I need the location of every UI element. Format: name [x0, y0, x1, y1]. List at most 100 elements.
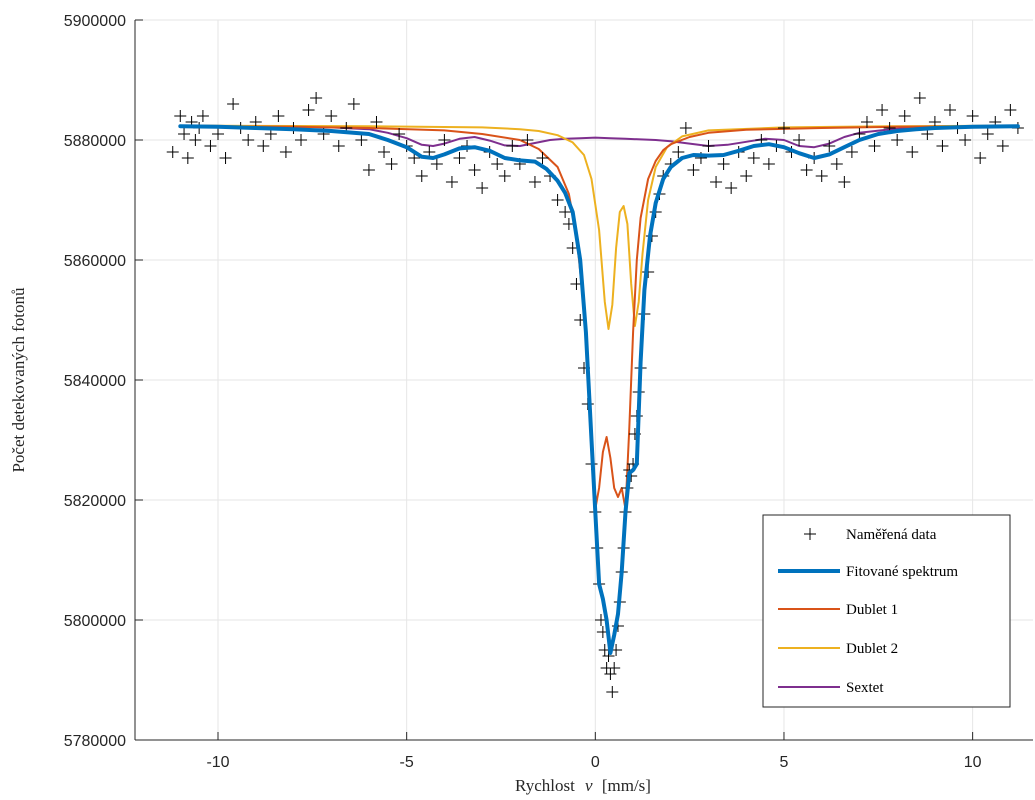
- x-tick-label: 5: [780, 754, 789, 771]
- data-point-marker: [830, 158, 843, 170]
- data-point-marker: [385, 158, 398, 170]
- data-point-marker: [528, 176, 541, 188]
- data-point-marker: [687, 164, 700, 176]
- grid: [135, 19, 1033, 741]
- x-tick-label: -10: [206, 754, 229, 771]
- data-point-marker: [551, 194, 564, 206]
- data-point-marker: [717, 158, 730, 170]
- data-point-marker: [868, 140, 881, 152]
- data-point-marker: [777, 122, 790, 134]
- data-point-marker: [740, 170, 753, 182]
- data-point-marker: [815, 170, 828, 182]
- data-point-marker: [860, 116, 873, 128]
- legend-label-sextet: Sextet: [846, 680, 884, 696]
- data-point-marker: [876, 104, 889, 116]
- data-point-marker: [672, 146, 685, 158]
- data-point-marker: [891, 134, 904, 146]
- y-axis-title: Počet detekovaných fotonů: [9, 287, 28, 473]
- data-point-marker: [166, 146, 179, 158]
- x-tick-label: -5: [400, 754, 414, 771]
- data-point-marker: [310, 92, 323, 104]
- data-point-marker: [838, 176, 851, 188]
- legend-box: [762, 514, 1011, 708]
- data-point-marker: [242, 134, 255, 146]
- x-axis-title-word: Rychlost: [515, 776, 575, 795]
- data-point-marker: [559, 206, 572, 218]
- data-point-marker: [445, 176, 458, 188]
- x-axis-title: Rychlost v [mm/s]: [515, 776, 651, 795]
- data-point-marker: [257, 140, 270, 152]
- data-point-marker: [219, 152, 232, 164]
- legend-entry-fit: Fitované spektrum: [778, 564, 958, 580]
- dublet1-line: [179, 125, 1019, 510]
- legend-entry-dublet1: Dublet 1: [778, 602, 898, 618]
- data-point-marker: [845, 146, 858, 158]
- data-point-marker: [521, 134, 534, 146]
- y-tick-label: 5900000: [64, 13, 126, 30]
- ticks: -10 -5 0 5 10 5780000 5800000 5820000 5840000 586…: [64, 13, 982, 771]
- data-point-marker: [800, 164, 813, 176]
- legend-label-data: Naměřená data: [846, 527, 937, 543]
- series-layer: [166, 92, 1024, 698]
- legend-marker-plus: [804, 528, 816, 540]
- y-tick-label: 5860000: [64, 253, 126, 270]
- y-tick-label: 5880000: [64, 133, 126, 150]
- data-point-marker: [1004, 104, 1017, 116]
- y-tick-label: 5800000: [64, 613, 126, 630]
- data-point-marker: [936, 140, 949, 152]
- sextet-line: [179, 124, 1019, 149]
- data-point-marker: [415, 170, 428, 182]
- data-point-marker: [325, 110, 338, 122]
- x-tick-label: 10: [964, 754, 982, 771]
- data-point-marker: [174, 110, 187, 122]
- legend-entry-dublet2: Dublet 2: [778, 641, 898, 657]
- data-point-marker: [295, 134, 308, 146]
- legend-label-dublet1: Dublet 1: [846, 602, 898, 618]
- data-point-marker: [476, 182, 489, 194]
- data-point-marker: [227, 98, 240, 110]
- data-point-marker: [212, 128, 225, 140]
- data-point-marker: [438, 134, 451, 146]
- data-point-marker: [710, 176, 723, 188]
- data-point-marker: [491, 158, 504, 170]
- y-tick-label: 5820000: [64, 493, 126, 510]
- data-point-marker: [943, 104, 956, 116]
- data-point-marker: [608, 662, 621, 674]
- data-point-marker: [702, 140, 715, 152]
- data-point-marker: [996, 140, 1009, 152]
- data-point-marker: [506, 140, 519, 152]
- data-point-marker: [606, 686, 619, 698]
- data-point-marker: [453, 152, 466, 164]
- y-tick-label: 5780000: [64, 733, 126, 750]
- y-tick-label: 5840000: [64, 373, 126, 390]
- legend-label-dublet2: Dublet 2: [846, 641, 898, 657]
- data-point-marker: [189, 134, 202, 146]
- legend: Naměřená data Fitované spektrum Dublet 1…: [762, 514, 1011, 708]
- data-point-marker: [204, 140, 217, 152]
- data-point-marker: [725, 182, 738, 194]
- data-point-marker: [762, 158, 775, 170]
- data-point-marker: [906, 146, 919, 158]
- data-point-marker: [823, 140, 836, 152]
- data-point-marker: [679, 122, 692, 134]
- data-point-marker: [355, 134, 368, 146]
- data-point-marker: [347, 98, 360, 110]
- x-tick-label: 0: [591, 754, 600, 771]
- data-point-marker: [468, 164, 481, 176]
- data-point-marker: [249, 116, 262, 128]
- data-point-marker: [393, 128, 406, 140]
- data-point-marker: [974, 152, 987, 164]
- data-point-marker: [430, 158, 443, 170]
- data-point-marker: [279, 146, 292, 158]
- data-point-marker: [302, 104, 315, 116]
- data-point-marker: [272, 110, 285, 122]
- data-point-marker: [898, 110, 911, 122]
- data-point-marker: [181, 152, 194, 164]
- legend-entry-sextet: Sextet: [778, 680, 884, 696]
- data-point-marker: [362, 164, 375, 176]
- data-point-marker: [178, 128, 191, 140]
- data-point-marker: [966, 110, 979, 122]
- fit-spectrum-line: [178, 124, 1020, 655]
- data-point-marker: [196, 110, 209, 122]
